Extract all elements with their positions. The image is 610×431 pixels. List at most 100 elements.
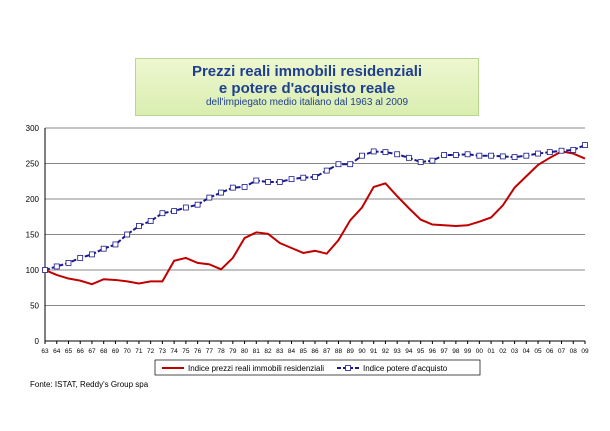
data-point-marker	[323, 167, 330, 174]
chart-title-line2: e potere d'acquisto reale	[218, 80, 396, 97]
chart-title: Prezzi reali immobili residenziali	[191, 63, 423, 80]
x-tick-label: 75	[182, 348, 190, 355]
x-tick-label: 74	[171, 348, 179, 355]
data-point-marker	[558, 147, 565, 154]
data-point-marker	[89, 251, 95, 258]
y-tick-label: 100	[26, 266, 40, 275]
x-tick-label: 96	[429, 348, 437, 355]
x-tick-label: 78	[217, 348, 225, 355]
data-point-marker	[546, 149, 553, 156]
x-tick-label: 07	[558, 348, 566, 355]
data-point-marker	[312, 174, 318, 180]
x-tick-label: 77	[206, 348, 214, 355]
x-tick-label: 72	[147, 348, 155, 355]
source-note: Fonte: ISTAT, Reddy's Group spa	[30, 380, 149, 389]
data-point-marker	[452, 152, 459, 158]
legend-marker	[345, 365, 351, 371]
data-point-marker	[124, 231, 131, 238]
data-point-marker	[582, 142, 588, 148]
y-tick-label: 50	[30, 302, 39, 311]
data-point-marker	[42, 267, 48, 273]
x-tick-label: 98	[452, 348, 460, 355]
data-point-marker	[112, 241, 119, 248]
data-point-marker	[171, 208, 178, 214]
legend-label: Indice prezzi reali immobili residenzial…	[188, 364, 324, 373]
x-tick-label: 65	[65, 348, 73, 355]
title-box: Prezzi reali immobili residenziali e pot…	[135, 58, 479, 116]
x-tick-label: 81	[253, 348, 261, 355]
legend-label: Indice potere d'acquisto	[363, 364, 448, 373]
data-point-marker	[382, 149, 389, 156]
data-point-marker	[570, 147, 577, 153]
data-point-marker	[370, 148, 377, 155]
data-point-marker	[488, 152, 494, 159]
data-point-marker	[535, 150, 541, 157]
data-point-marker	[218, 189, 224, 196]
x-tick-label: 85	[300, 348, 308, 355]
data-point-marker	[523, 152, 530, 159]
x-tick-label: 95	[417, 348, 425, 355]
data-point-marker	[65, 259, 72, 266]
y-tick-label: 150	[26, 231, 40, 240]
data-point-marker	[394, 151, 401, 158]
data-point-marker	[265, 179, 271, 185]
x-tick-label: 92	[382, 348, 390, 355]
data-point-marker	[147, 218, 154, 224]
data-point-marker	[417, 159, 424, 165]
x-tick-label: 80	[241, 348, 249, 355]
x-tick-label: 94	[405, 348, 413, 355]
y-tick-label: 250	[26, 160, 40, 169]
x-tick-label: 82	[264, 348, 272, 355]
data-point-marker	[206, 194, 213, 201]
legend-box	[154, 359, 481, 376]
data-point-marker	[359, 152, 365, 159]
x-tick-label: 99	[464, 348, 472, 355]
x-tick-label: 69	[112, 348, 120, 355]
chart-subtitle: dell'impiegato medio italiano dal 1963 a…	[205, 97, 409, 108]
x-tick-label: 90	[358, 348, 366, 355]
x-tick-label: 93	[394, 348, 402, 355]
x-tick-label: 88	[335, 348, 343, 355]
x-tick-label: 87	[323, 348, 331, 355]
x-tick-label: 00	[476, 348, 484, 355]
x-tick-label: 08	[570, 348, 578, 355]
y-tick-label: 0	[35, 337, 40, 346]
x-tick-label: 66	[77, 348, 85, 355]
x-tick-label: 67	[88, 348, 96, 355]
data-point-marker	[464, 151, 471, 158]
x-tick-label: 64	[53, 348, 61, 355]
data-point-marker	[511, 154, 518, 161]
data-point-marker	[136, 223, 142, 229]
data-point-marker	[194, 201, 201, 208]
data-point-marker	[253, 177, 260, 184]
x-tick-label: 03	[511, 348, 519, 355]
x-tick-label: 09	[581, 348, 589, 355]
x-tick-label: 02	[499, 348, 507, 355]
x-tick-label: 06	[546, 348, 554, 355]
data-point-marker	[406, 154, 412, 161]
x-tick-label: 76	[194, 348, 202, 355]
x-tick-label: 71	[135, 348, 143, 355]
x-tick-label: 04	[523, 348, 531, 355]
data-point-marker	[429, 157, 436, 164]
data-point-marker	[159, 210, 166, 217]
x-tick-label: 73	[159, 348, 167, 355]
data-point-marker	[77, 255, 84, 261]
x-tick-label: 84	[288, 348, 296, 355]
data-point-marker	[499, 153, 506, 160]
x-tick-label: 63	[41, 348, 49, 355]
x-tick-label: 97	[441, 348, 449, 355]
x-tick-label: 79	[229, 348, 237, 355]
data-point-marker	[288, 176, 295, 183]
data-point-marker	[347, 161, 354, 168]
y-tick-label: 200	[26, 195, 40, 204]
data-point-marker	[100, 245, 107, 252]
x-tick-label: 01	[487, 348, 495, 355]
data-point-marker	[241, 184, 248, 190]
x-tick-label: 83	[276, 348, 284, 355]
x-tick-label: 70	[124, 348, 132, 355]
series-line-prezzi	[44, 150, 586, 286]
data-point-marker	[182, 204, 189, 211]
